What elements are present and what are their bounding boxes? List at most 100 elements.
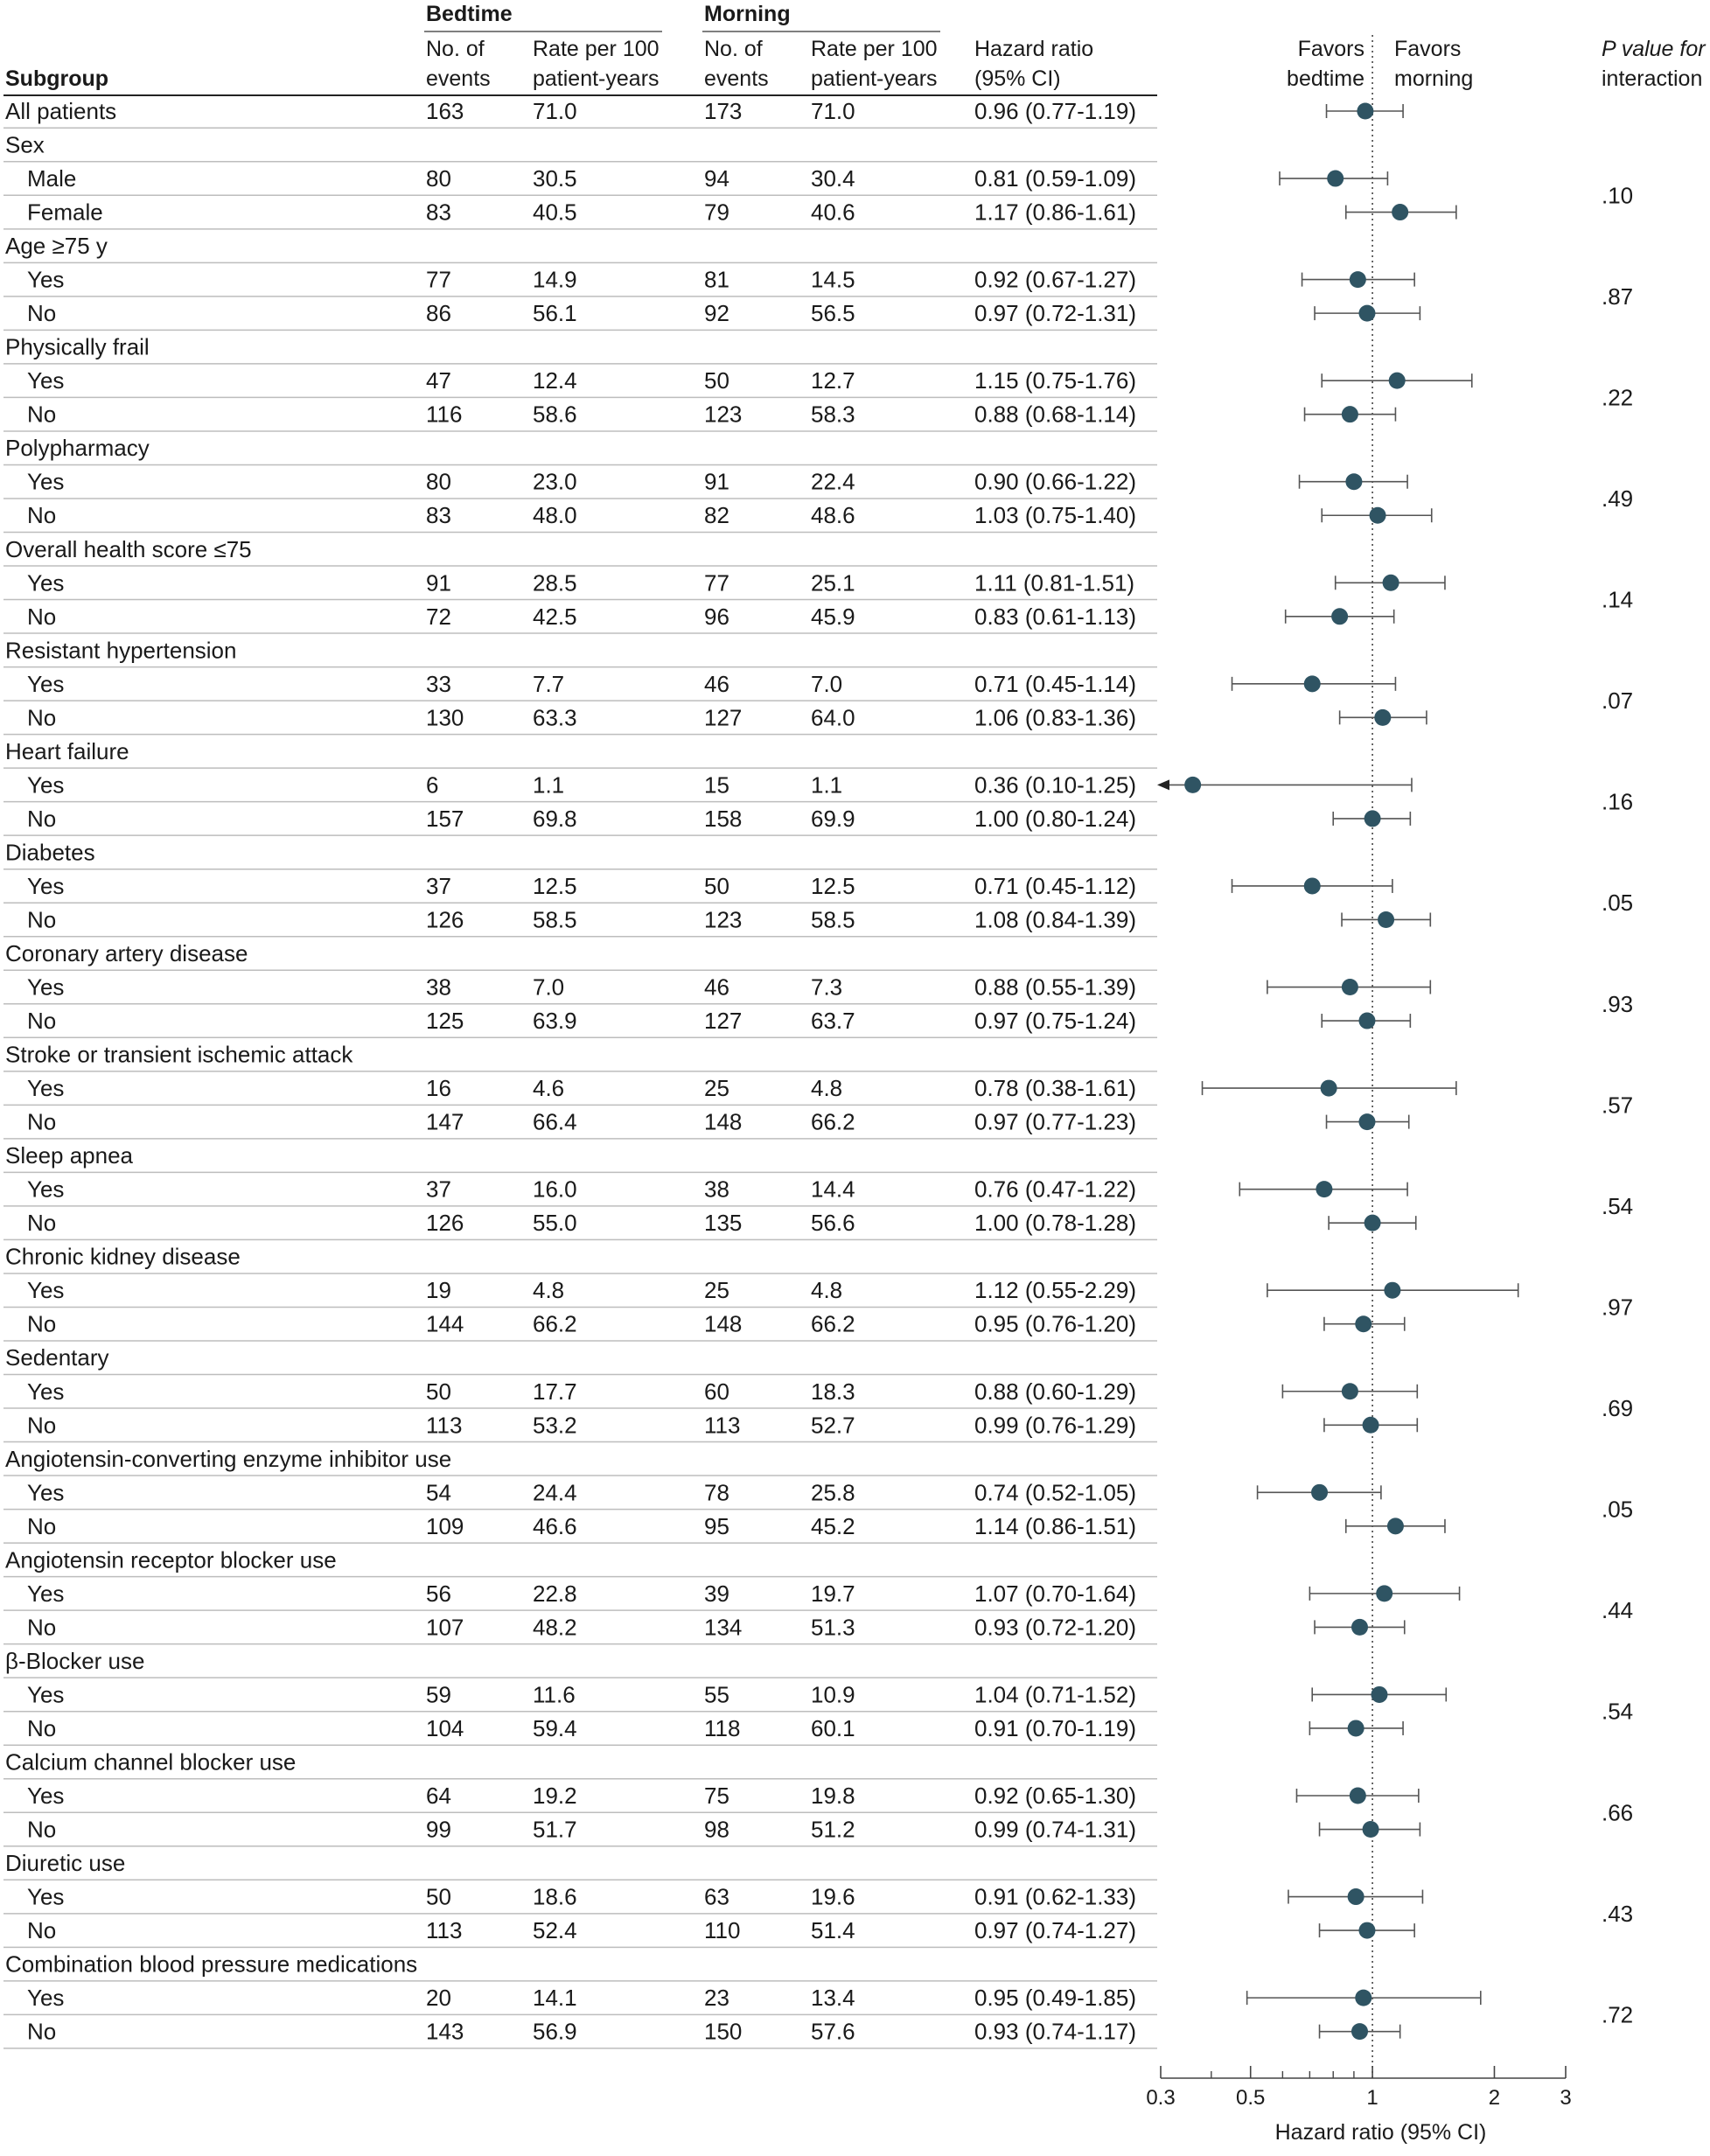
- morning-events-cell: 123: [704, 906, 742, 932]
- point-estimate-marker: [1392, 204, 1409, 221]
- p-interaction-header-rest: value for: [1616, 37, 1707, 61]
- forest-row-marks: [1338, 708, 1427, 726]
- point-estimate-marker: [1358, 1922, 1376, 1939]
- point-estimate-marker: [1351, 2023, 1369, 2041]
- hazard-ratio-cell: 1.14 (0.86-1.51): [974, 1513, 1136, 1539]
- row-label: Yes: [27, 1277, 64, 1303]
- bedtime-rate-cell: 1.1: [533, 771, 564, 798]
- subgroup-header-row: Calcium channel blocker use: [5, 1748, 296, 1775]
- bedtime-rate-cell: 19.2: [533, 1783, 577, 1809]
- table-row: No 130 63.3 127 64.0 1.06 (0.83-1.36): [27, 704, 1136, 730]
- hazard-ratio-cell: 0.97 (0.77-1.23): [974, 1109, 1136, 1135]
- hazard-ratio-cell: 0.91 (0.70-1.19): [974, 1715, 1136, 1741]
- morning-rate-header-line1: Rate per 100: [811, 37, 938, 61]
- row-label: β-Blocker use: [5, 1648, 144, 1674]
- row-label: Yes: [27, 1378, 64, 1405]
- bedtime-rate-cell: 58.5: [533, 906, 577, 932]
- point-estimate-marker: [1376, 1585, 1393, 1602]
- table-row: Yes 20 14.1 23 13.4 0.95 (0.49-1.85): [27, 1985, 1136, 2011]
- row-label: Yes: [27, 1176, 64, 1203]
- morning-events-cell: 38: [704, 1176, 729, 1203]
- interaction-p-value: .44: [1602, 1597, 1633, 1623]
- row-label: Polypharmacy: [5, 435, 150, 461]
- table-row: Yes 80 23.0 91 22.4 0.90 (0.66-1.22): [27, 469, 1136, 495]
- forest-row-marks: [1303, 406, 1397, 423]
- hazard-ratio-cell: 0.92 (0.67-1.27): [974, 267, 1136, 293]
- morning-events-cell: 95: [704, 1513, 729, 1539]
- point-estimate-marker: [1384, 1281, 1401, 1299]
- morning-events-cell: 39: [704, 1580, 729, 1607]
- forest-row-marks: [1239, 1181, 1408, 1198]
- bedtime-events-cell: 126: [426, 1210, 464, 1236]
- point-estimate-marker: [1378, 911, 1395, 928]
- row-label: No: [27, 502, 56, 528]
- forest-row-marks: [1279, 170, 1389, 187]
- row-label: Yes: [27, 267, 64, 293]
- morning-events-cell: 96: [704, 604, 729, 630]
- hazard-ratio-header-line2: (95% CI): [974, 66, 1061, 91]
- row-label: Yes: [27, 771, 64, 798]
- subgroup-header-row: Sleep apnea: [5, 1142, 134, 1169]
- row-label: Diuretic use: [5, 1850, 125, 1876]
- row-label: Calcium channel blocker use: [5, 1748, 296, 1775]
- forest-row-marks: [1332, 810, 1412, 827]
- morning-rate-cell: 45.9: [811, 604, 855, 630]
- hazard-ratio-cell: 1.03 (0.75-1.40): [974, 502, 1136, 528]
- row-label: Chronic kidney disease: [5, 1244, 241, 1270]
- interaction-p-value: .05: [1602, 1497, 1633, 1523]
- row-label: Yes: [27, 1479, 64, 1505]
- forest-row-marks: [1321, 372, 1473, 389]
- morning-events-cell: 150: [704, 2019, 742, 2045]
- row-label: No: [27, 806, 56, 832]
- interaction-p-value: .93: [1602, 991, 1633, 1017]
- interaction-p-value: .54: [1602, 1699, 1633, 1725]
- morning-rate-cell: 64.0: [811, 704, 855, 730]
- point-estimate-marker: [1369, 506, 1386, 524]
- bedtime-rate-cell: 24.4: [533, 1479, 577, 1505]
- hazard-ratio-cell: 0.99 (0.74-1.31): [974, 1817, 1136, 1843]
- morning-rate-cell: 19.8: [811, 1783, 855, 1809]
- hazard-ratio-cell: 0.96 (0.77-1.19): [974, 98, 1136, 124]
- bedtime-rate-cell: 56.9: [533, 2019, 577, 2045]
- row-label: No: [27, 1715, 56, 1741]
- row-label: No: [27, 704, 56, 730]
- row-label: No: [27, 1614, 56, 1640]
- hazard-ratio-cell: 1.00 (0.80-1.24): [974, 806, 1136, 832]
- hazard-ratio-cell: 0.97 (0.75-1.24): [974, 1008, 1136, 1034]
- point-estimate-marker: [1320, 1079, 1337, 1097]
- row-label: Yes: [27, 1783, 64, 1809]
- table-row: Yes 16 4.6 25 4.8 0.78 (0.38-1.61): [27, 1075, 1136, 1101]
- forest-row-marks: [1295, 1787, 1420, 1804]
- row-label: Sedentary: [5, 1344, 109, 1371]
- bedtime-events-cell: 77: [426, 267, 451, 293]
- hazard-ratio-cell: 0.91 (0.62-1.33): [974, 1884, 1136, 1910]
- subgroup-header-row: Angiotensin receptor blocker use: [5, 1546, 337, 1573]
- bedtime-rate-cell: 56.1: [533, 300, 577, 326]
- row-label: Yes: [27, 974, 64, 1001]
- morning-rate-cell: 45.2: [811, 1513, 855, 1539]
- point-estimate-marker: [1357, 102, 1374, 120]
- point-estimate-marker: [1388, 372, 1406, 389]
- subgroup-header-row: Coronary artery disease: [5, 940, 248, 966]
- hazard-ratio-cell: 0.74 (0.52-1.05): [974, 1479, 1136, 1505]
- table-row: Yes 47 12.4 50 12.7 1.15 (0.75-1.76): [27, 367, 1136, 394]
- morning-rate-cell: 12.5: [811, 873, 855, 899]
- morning-events-cell: 110: [704, 1917, 740, 1943]
- forest-row-marks: [1341, 911, 1432, 928]
- interaction-p-value: .16: [1602, 789, 1633, 815]
- row-label: Age ≥75 y: [5, 233, 108, 259]
- point-estimate-marker: [1382, 574, 1399, 591]
- interaction-p-value: .97: [1602, 1294, 1633, 1320]
- morning-events-cell: 127: [704, 1008, 742, 1034]
- bedtime-rate-cell: 23.0: [533, 469, 577, 495]
- subgroup-header-row: Angiotensin-converting enzyme inhibitor …: [5, 1446, 451, 1472]
- hazard-ratio-cell: 1.04 (0.71-1.52): [974, 1681, 1136, 1707]
- x-tick-label: 0.3: [1146, 2086, 1175, 2110]
- table-row: No 72 42.5 96 45.9 0.83 (0.61-1.13): [27, 604, 1136, 630]
- bedtime-rate-cell: 42.5: [533, 604, 577, 630]
- morning-rate-cell: 56.6: [811, 1210, 855, 1236]
- point-estimate-marker: [1362, 1416, 1379, 1434]
- forest-row-marks: [1325, 1113, 1410, 1131]
- table-row: No 143 56.9 150 57.6 0.93 (0.74-1.17): [27, 2019, 1136, 2045]
